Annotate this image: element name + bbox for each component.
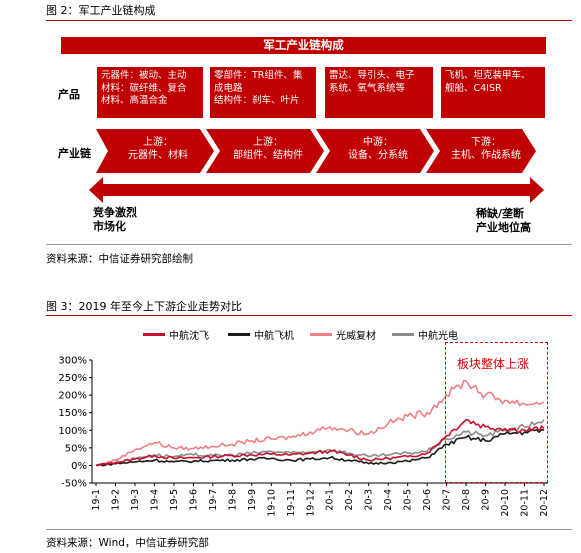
value-chain-chevrons	[96, 129, 536, 173]
x-tick-label: 19-11	[286, 489, 297, 517]
rally-annotation: 板块整体上涨	[457, 357, 530, 371]
products-row-label: 产品	[58, 88, 80, 101]
x-tick-label: 19-12	[305, 489, 316, 517]
product-box-subsystems: 雷达、导引头、电子 系统、氧气系统等	[325, 67, 433, 118]
product-line: 材料：碳纤维、复合	[101, 82, 187, 94]
x-tick-label: 19-4	[149, 489, 160, 511]
x-tick-label: 19-7	[208, 489, 219, 511]
x-tick-label: 19-6	[188, 489, 199, 511]
chevron-desc: 元器件、材料	[128, 150, 188, 161]
x-tick-label: 19-1	[91, 489, 102, 511]
value-chain-banner: 军工产业链构成	[61, 37, 546, 54]
chevron-text-1: 上游： 元器件、材料	[110, 136, 206, 162]
x-tick-label: 19-9	[247, 489, 258, 511]
series-line-1	[95, 418, 545, 467]
rally-highlight-box	[445, 342, 548, 483]
legend-item: 中航飞机	[228, 327, 294, 342]
chevron-title: 中游：	[363, 137, 393, 148]
y-tick-label: 100%	[58, 426, 87, 437]
chevron-desc: 设备、分系统	[348, 150, 408, 161]
legend-label: 中航沈飞	[169, 331, 209, 342]
chevron-text-3: 中游： 设备、分系统	[330, 136, 426, 162]
product-line: 成电路	[214, 82, 243, 94]
x-tick-label: 20-2	[344, 489, 355, 511]
legend-swatch	[310, 333, 332, 336]
chevron-desc: 部组件、结构件	[233, 150, 303, 161]
product-line: 系统、氧气系统等	[329, 82, 406, 94]
legend-label: 光威复材	[336, 331, 376, 342]
x-tick-label: 20-9	[481, 489, 492, 511]
chevron-midstream	[316, 129, 434, 173]
x-tick-label: 19-5	[169, 489, 180, 511]
legend-label: 中航光电	[418, 331, 458, 342]
left-note-line: 市场化	[93, 220, 126, 233]
right-note-line: 稀缺/垄断	[476, 207, 525, 220]
right-note: 稀缺/垄断 产业地位高	[476, 207, 531, 235]
x-tick-label: 19-10	[266, 489, 277, 517]
x-tick-label: 20-4	[383, 489, 394, 511]
product-box-components: 零部件：TR组件、集 成电路 结构件：刹车、叶片	[210, 67, 316, 118]
legend-label: 中航飞机	[254, 331, 294, 342]
product-line: 飞机、坦克装甲车、	[445, 70, 531, 81]
figure3-top-rule	[46, 315, 572, 316]
figure2-source: 资料来源：中信证券研究部绘制	[46, 253, 193, 265]
x-tick-label: 20-11	[520, 489, 531, 517]
x-tick-label: 20-7	[442, 489, 453, 511]
y-tick-label: 200%	[58, 391, 87, 402]
x-tick-label: 20-3	[364, 489, 375, 511]
chevron-text-4: 下游： 主机、作战系统	[440, 136, 532, 162]
x-tick-label: 20-12	[539, 489, 550, 517]
product-line: 零部件：TR组件、集	[214, 70, 303, 81]
product-line: 元器件：被动、主动	[101, 70, 187, 81]
series-line-2	[95, 428, 545, 467]
right-note-line: 产业地位高	[476, 221, 531, 234]
double-arrow-icon	[89, 177, 544, 203]
legend-swatch	[392, 333, 414, 336]
figure3-source: 资料来源：Wind，中信证券研究部	[46, 537, 209, 549]
product-line: 结构件：刹车、叶片	[214, 95, 300, 106]
legend-item: 中航光电	[392, 327, 458, 342]
chevron-upstream-materials	[96, 129, 214, 173]
chevron-desc: 主机、作战系统	[451, 150, 521, 161]
chevron-title: 上游：	[253, 137, 283, 148]
legend-item: 光威复材	[310, 327, 376, 342]
x-tick-label: 20-5	[403, 489, 414, 511]
product-line: 材料、高温合金	[101, 95, 168, 106]
product-box-materials: 元器件：被动、主动 材料：碳纤维、复合 材料、高温合金	[97, 67, 203, 118]
product-box-platforms: 飞机、坦克装甲车、 舰船、C4ISR	[441, 67, 545, 118]
chevron-text-2: 上游： 部组件、结构件	[220, 136, 316, 162]
left-note: 竞争激烈 市场化	[93, 206, 137, 234]
product-line: 舰船、C4ISR	[445, 82, 502, 94]
y-tick-label: -50%	[61, 479, 87, 490]
x-tick-label: 19-8	[227, 489, 238, 511]
legend-swatch	[143, 333, 165, 336]
chevron-title: 上游：	[143, 137, 173, 148]
y-tick-label: 250%	[58, 373, 87, 384]
chevron-title: 下游：	[471, 137, 501, 148]
y-tick-label: 300%	[58, 356, 87, 367]
figure3-caption: 图 3：2019 年至今上下游企业走势对比	[46, 300, 242, 313]
product-line: 雷达、导引头、电子	[329, 70, 415, 81]
y-tick-label: 0%	[71, 461, 87, 472]
series-line-3	[95, 379, 545, 467]
chain-row-label: 产业链	[58, 147, 91, 160]
left-note-line: 竞争激烈	[93, 206, 137, 219]
figure2-caption: 图 2：军工产业链构成	[46, 4, 156, 17]
x-tick-label: 20-10	[500, 489, 511, 517]
legend-swatch	[228, 333, 250, 336]
y-tick-label: 50%	[65, 443, 87, 454]
y-tick-label: 150%	[58, 408, 87, 419]
figure3-bottom-rule	[46, 529, 572, 530]
figure2-top-rule	[46, 20, 572, 21]
x-tick-label: 20-1	[325, 489, 336, 511]
figure2-bottom-rule	[46, 244, 572, 245]
x-tick-label: 19-3	[130, 489, 141, 511]
legend-item: 中航沈飞	[143, 327, 209, 342]
x-tick-label: 19-2	[110, 489, 121, 511]
chevron-upstream-components	[206, 129, 324, 173]
chevron-downstream	[426, 129, 536, 173]
x-tick-label: 20-6	[422, 489, 433, 511]
x-tick-label: 20-8	[461, 489, 472, 511]
